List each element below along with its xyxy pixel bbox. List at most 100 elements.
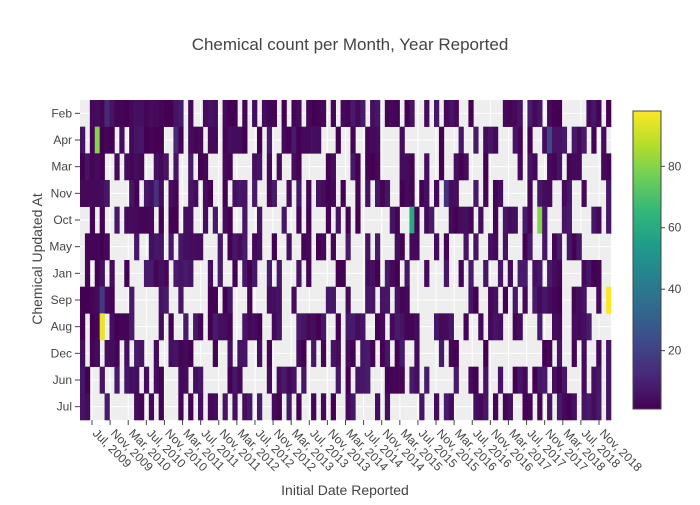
heatmap-cell[interactable] [124,313,130,341]
heatmap-cell[interactable] [296,180,302,207]
heatmap-cell[interactable] [537,206,543,234]
heatmap-cell[interactable] [129,100,135,127]
heatmap-cell[interactable] [355,180,361,207]
heatmap-cell[interactable] [370,153,376,181]
heatmap-cell[interactable] [286,126,292,154]
heatmap-cell[interactable] [99,180,105,207]
heatmap-cell[interactable] [552,260,558,287]
heatmap-cell[interactable] [143,180,150,207]
heatmap-cell[interactable] [419,393,425,421]
heatmap-cell[interactable] [291,100,297,127]
heatmap-cell[interactable] [178,286,184,314]
heatmap-cell[interactable] [158,126,164,154]
heatmap-cell[interactable] [247,286,253,314]
heatmap-cell[interactable] [497,366,504,394]
heatmap-cell[interactable] [114,153,120,181]
heatmap-cell[interactable] [222,153,228,181]
heatmap-cell[interactable] [375,180,381,207]
heatmap-cell[interactable] [252,180,258,207]
heatmap-cell[interactable] [414,340,420,367]
heatmap-cell[interactable] [168,100,174,127]
heatmap-cell[interactable] [404,260,410,287]
heatmap-cell[interactable] [448,100,454,127]
heatmap-cell[interactable] [493,233,499,261]
heatmap-cell[interactable] [257,153,263,181]
heatmap-cell[interactable] [227,206,233,234]
heatmap-cell[interactable] [473,286,479,314]
heatmap-cell[interactable] [99,153,105,181]
heatmap-cell[interactable] [163,286,169,314]
heatmap-cell[interactable] [266,260,273,287]
heatmap-cell[interactable] [276,393,282,421]
heatmap-cell[interactable] [198,233,204,261]
heatmap-cell[interactable] [404,286,410,314]
heatmap-cell[interactable] [596,260,602,287]
heatmap-cell[interactable] [99,126,105,154]
heatmap-cell[interactable] [365,153,371,181]
heatmap-cell[interactable] [350,100,356,127]
heatmap-cell[interactable] [316,233,322,261]
heatmap-cell[interactable] [266,366,273,394]
heatmap-cell[interactable] [84,233,91,261]
heatmap-cell[interactable] [325,180,332,207]
heatmap-cell[interactable] [80,393,86,421]
heatmap-cell[interactable] [581,126,587,154]
heatmap-cell[interactable] [311,313,317,341]
heatmap-cell[interactable] [276,286,282,314]
heatmap-cell[interactable] [80,286,86,314]
heatmap-cell[interactable] [301,233,307,261]
heatmap-cell[interactable] [512,366,518,394]
heatmap-cell[interactable] [80,313,86,341]
heatmap-cell[interactable] [271,313,277,341]
heatmap-cell[interactable] [99,366,105,394]
heatmap-cell[interactable] [355,100,361,127]
heatmap-cell[interactable] [438,313,445,341]
heatmap-cell[interactable] [483,180,489,207]
heatmap-cell[interactable] [586,100,592,127]
heatmap-cell[interactable] [561,393,568,421]
heatmap-cell[interactable] [399,340,405,367]
heatmap-cell[interactable] [517,366,523,394]
heatmap-cell[interactable] [173,180,179,207]
heatmap-cell[interactable] [399,313,405,341]
heatmap-cell[interactable] [124,340,130,367]
heatmap-cell[interactable] [237,340,243,367]
heatmap-cell[interactable] [247,313,253,341]
heatmap-cell[interactable] [404,313,410,341]
heatmap-cell[interactable] [399,366,405,394]
heatmap-cell[interactable] [404,153,410,181]
heatmap-cell[interactable] [173,340,179,367]
heatmap-cell[interactable] [424,100,430,127]
heatmap-cell[interactable] [99,100,105,127]
heatmap-cell[interactable] [207,126,214,154]
heatmap-cell[interactable] [153,153,159,181]
heatmap-cell[interactable] [316,313,322,341]
heatmap-cell[interactable] [84,260,91,287]
heatmap-cell[interactable] [335,313,341,341]
heatmap-cell[interactable] [502,100,509,127]
heatmap-cell[interactable] [276,153,282,181]
heatmap-cell[interactable] [193,233,199,261]
heatmap-cell[interactable] [252,260,258,287]
heatmap-cell[interactable] [158,286,164,314]
heatmap-cell[interactable] [183,340,189,367]
heatmap-cell[interactable] [443,313,450,341]
heatmap-cell[interactable] [252,313,258,341]
heatmap-cell[interactable] [517,153,523,181]
heatmap-cell[interactable] [532,286,538,314]
heatmap-cell[interactable] [134,153,140,181]
heatmap-cell[interactable] [271,233,277,261]
heatmap-cell[interactable] [389,206,395,234]
heatmap-cell[interactable] [434,393,440,421]
heatmap-cell[interactable] [453,100,459,127]
heatmap-cell[interactable] [493,206,499,234]
heatmap-cell[interactable] [365,286,371,314]
heatmap-cell[interactable] [129,366,135,394]
heatmap-cell[interactable] [94,313,100,341]
heatmap-cell[interactable] [178,340,184,367]
heatmap-cell[interactable] [522,393,528,421]
heatmap-cell[interactable] [232,100,238,127]
heatmap-cell[interactable] [193,313,199,341]
heatmap-cell[interactable] [478,206,484,234]
heatmap-cell[interactable] [227,313,233,341]
